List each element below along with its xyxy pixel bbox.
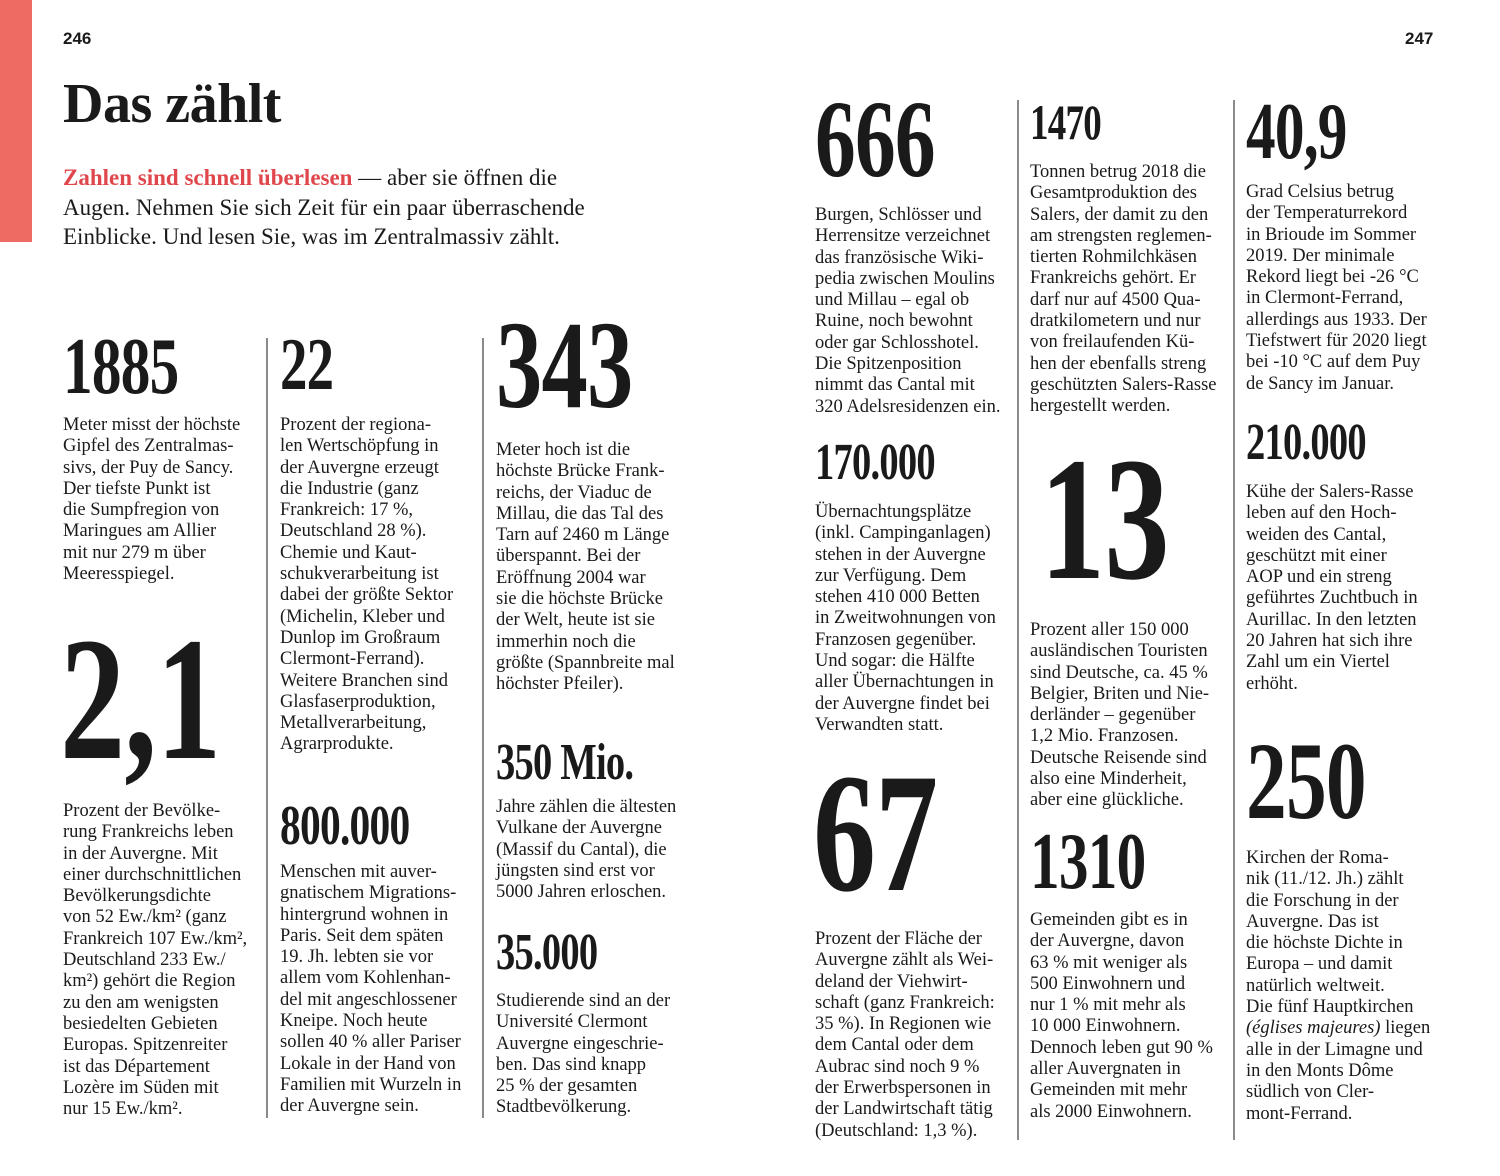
fact-text: Meter misst der höchste Gipfel des Zentr… [63, 415, 241, 585]
fact-text: Kirchen der Roma- nik (11./12. Jh.) zähl… [1246, 848, 1430, 1125]
fact-number: 343 [496, 297, 633, 435]
page-number-left: 246 [63, 29, 92, 48]
fact-number: 350 Mio. [496, 734, 634, 791]
fact-number: 250 [1246, 720, 1367, 842]
fact-text: Menschen mit auver- gnatischem Migration… [280, 862, 462, 1117]
fact-number: 170.000 [815, 434, 936, 491]
column-divider [266, 338, 268, 1118]
fact-number: 666 [815, 78, 936, 200]
intro-highlight: Zahlen sind schnell überlesen [63, 165, 353, 190]
fact-number: 35.000 [496, 924, 598, 981]
fact-text: Prozent der regiona- len Wertschöpfung i… [280, 415, 454, 755]
intro-paragraph: Zahlen sind schnell überlesen — aber sie… [63, 163, 585, 252]
fact-number: 2,1 [60, 602, 221, 797]
accent-bar [0, 0, 32, 242]
fact-text-part: liegen alle in der Limagne und in den Mo… [1246, 1018, 1431, 1124]
fact-number: 22 [280, 324, 334, 406]
fact-text: Kühe der Salers-Rasse leben auf den Hoch… [1246, 482, 1418, 694]
page-title: Das zählt [63, 73, 281, 135]
fact-number: 1470 [1030, 94, 1102, 150]
fact-text: Prozent der Fläche der Auvergne zählt al… [815, 929, 995, 1141]
column-divider [482, 338, 484, 1118]
fact-text-italic: (églises majeures) [1246, 1018, 1381, 1039]
fact-number: 67 [813, 739, 938, 927]
fact-text: Prozent der Bevölke- rung Frankreichs le… [63, 801, 248, 1120]
fact-number: 800.000 [280, 795, 410, 857]
fact-number: 13 [1040, 422, 1170, 617]
fact-text: Jahre zählen die ältesten Vulkane der Au… [496, 797, 677, 903]
column-divider [1233, 100, 1235, 1140]
fact-text-part: Kirchen der Roma- nik (11./12. Jh.) zähl… [1246, 848, 1414, 1018]
fact-text: Burgen, Schlösser und Herrensitze verzei… [815, 205, 1001, 417]
fact-text: Gemeinden gibt es in der Auvergne, davon… [1030, 910, 1213, 1122]
fact-number: 1310 [1030, 818, 1146, 906]
intro-text: — aber sie öffnen die Augen. Nehmen Sie … [63, 165, 585, 249]
fact-text: Grad Celsius betrug der Temperaturrekord… [1246, 182, 1427, 394]
column-divider [1017, 100, 1019, 1140]
fact-text: Meter hoch ist die höchste Brücke Frank-… [496, 440, 675, 695]
page-number-right: 247 [1405, 29, 1434, 48]
fact-text: Prozent aller 150 000 ausländischen Tour… [1030, 620, 1210, 811]
fact-text: Tonnen betrug 2018 die Gesamtproduktion … [1030, 162, 1217, 417]
fact-number: 1885 [63, 323, 179, 411]
fact-text: Übernachtungsplätze (inkl. Campinganlage… [815, 502, 996, 735]
fact-text: Studierende sind an der Université Clerm… [496, 991, 671, 1118]
fact-number: 40,9 [1246, 88, 1347, 176]
fact-number: 210.000 [1246, 414, 1367, 471]
